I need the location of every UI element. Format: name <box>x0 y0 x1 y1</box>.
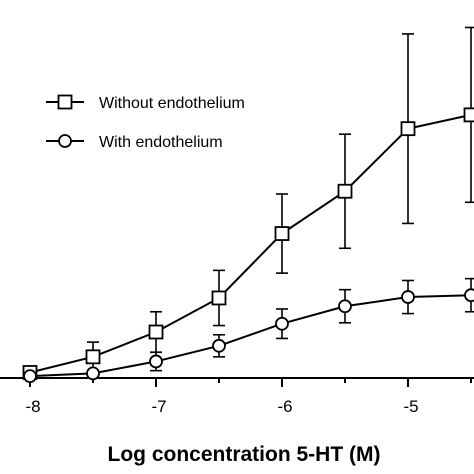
data-point-square <box>211 290 227 306</box>
x-axis-title: Log concentration 5-HT (M) <box>108 443 381 466</box>
data-point-square <box>148 324 164 340</box>
legend-circle-marker <box>58 134 72 148</box>
data-point-circle <box>275 316 289 331</box>
x-tick-label: -8 <box>25 397 40 416</box>
data-point-circle <box>23 369 37 384</box>
data-point-circle <box>401 290 415 304</box>
data-point-square <box>274 226 290 241</box>
legend-label: Without endothelium <box>99 95 245 112</box>
x-tick-label: -6 <box>277 397 292 416</box>
data-point-circle <box>149 354 163 369</box>
data-point-circle <box>464 288 474 303</box>
data-point-circle <box>212 338 226 353</box>
x-tick-label: -5 <box>403 397 418 416</box>
series-line <box>29 294 472 378</box>
data-point-square <box>400 121 416 137</box>
series-with-endothelium <box>23 277 474 384</box>
legend: Without endothelium With endothelium <box>46 94 245 151</box>
series-without-endothelium <box>22 26 474 380</box>
legend-label: With endothelium <box>99 134 223 151</box>
series-line <box>29 113 472 374</box>
series-layer <box>22 26 474 384</box>
data-point-square <box>337 183 353 199</box>
legend-square-marker <box>57 94 73 110</box>
data-point-circle <box>86 366 100 381</box>
data-point-square <box>85 349 101 365</box>
x-tick-label: -7 <box>151 397 166 416</box>
data-point-circle <box>338 299 352 314</box>
data-point-square <box>463 107 474 123</box>
axes: -8 -7 -6 -5 <box>0 377 474 416</box>
